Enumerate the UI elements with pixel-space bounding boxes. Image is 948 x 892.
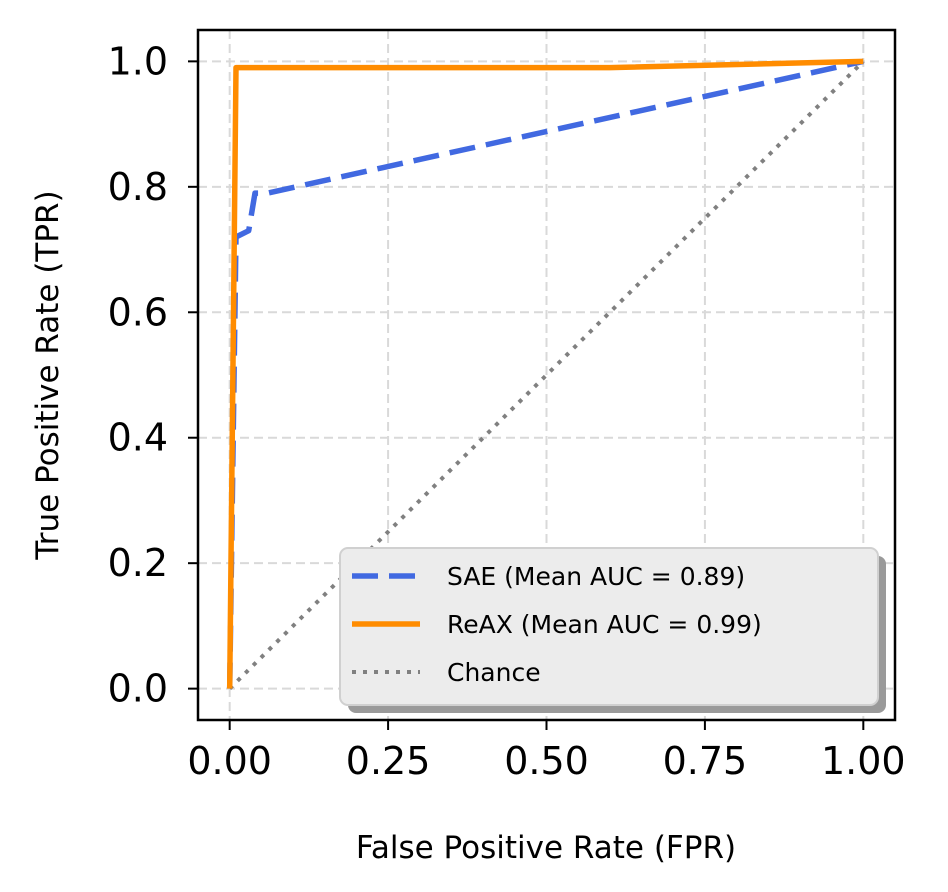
x-tick-label: 0.75	[663, 739, 748, 783]
x-tick-label: 1.00	[821, 739, 906, 783]
x-tick-label: 0.50	[504, 739, 589, 783]
legend-box	[339, 547, 879, 706]
legend: SAE (Mean AUC = 0.89) ReAX (Mean AUC = 0.…	[339, 547, 886, 713]
y-tick-label: 1.0	[108, 39, 168, 83]
y-axis-label: True Positive Rate (TPR)	[30, 190, 66, 560]
series-layer	[226, 58, 865, 691]
series-line-1	[226, 58, 864, 689]
y-tick-label: 0.0	[108, 667, 168, 711]
x-tick-label: 0.25	[346, 739, 431, 783]
tick-layer: 0.00 0.25 0.50 0.75 1.00 0.0 0.2 0.4 0.6 0.8 1.0	[108, 39, 906, 783]
y-tick-label: 0.4	[108, 416, 168, 460]
legend-label-0: SAE (Mean AUC = 0.89)	[447, 562, 745, 591]
legend-label-1: ReAX (Mean AUC = 0.99)	[447, 610, 762, 639]
y-tick-label: 0.2	[108, 541, 168, 585]
y-tick-label: 0.6	[108, 290, 168, 334]
x-tick-label: 0.00	[187, 739, 272, 783]
x-axis-label: False Positive Rate (FPR)	[356, 830, 736, 866]
y-tick-label: 0.8	[108, 165, 168, 209]
legend-label-2: Chance	[447, 658, 541, 687]
